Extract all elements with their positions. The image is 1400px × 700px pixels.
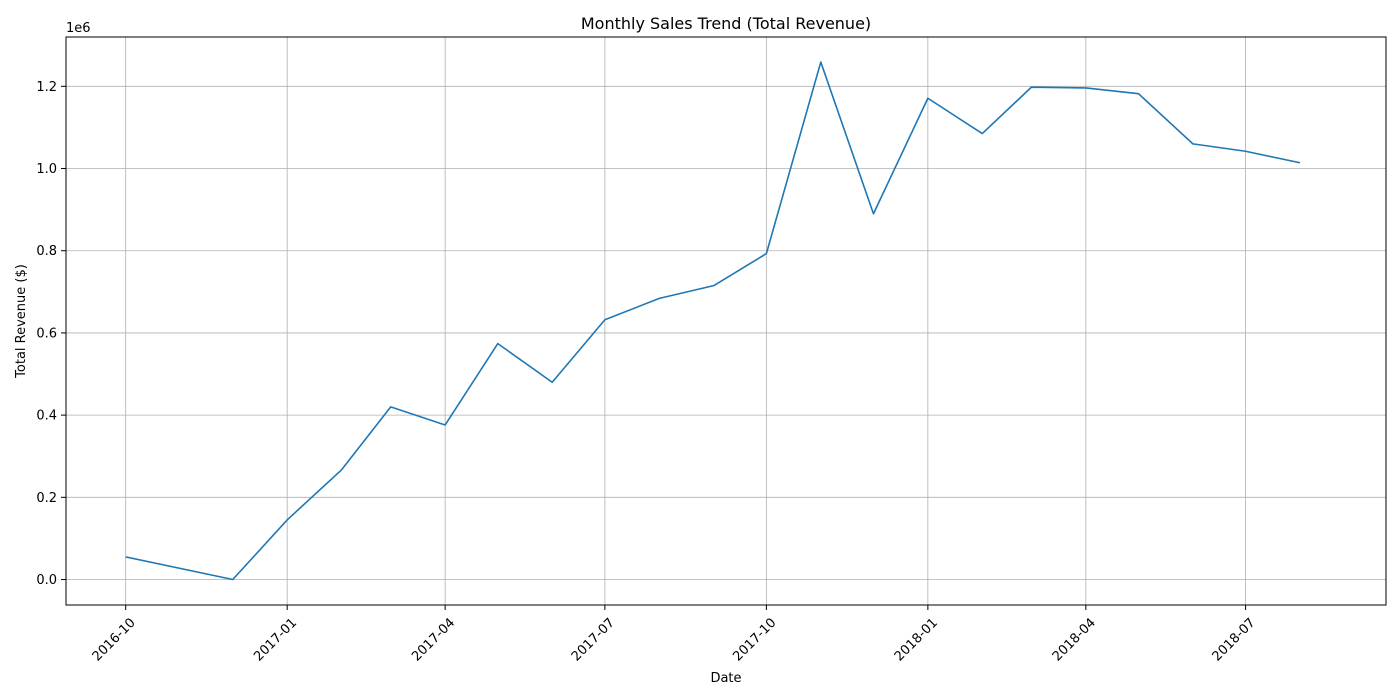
y-axis-offset-label: 1e6 <box>66 21 91 36</box>
chart-title: Monthly Sales Trend (Total Revenue) <box>581 14 871 33</box>
series-layer <box>125 61 1301 581</box>
x-tick-label: 2018-07 <box>1210 615 1259 664</box>
x-axis-label: Date <box>710 671 741 686</box>
plot-area-frame <box>65 36 1387 606</box>
x-axis-ticks: 2016-10 2017-01 2017-04 2017-07 2017-10 2018-… <box>90 605 1259 664</box>
y-axis-label: Total Revenue ($) <box>14 264 29 379</box>
grid <box>66 37 1386 605</box>
x-tick-label: 2018-01 <box>892 615 941 664</box>
x-tick-label: 2018-04 <box>1050 615 1099 664</box>
y-tick-label: 1.0 <box>36 162 57 177</box>
y-tick-label: 0.8 <box>36 244 57 259</box>
y-tick-label: 0.2 <box>36 491 57 506</box>
y-tick-label: 1.2 <box>36 80 57 95</box>
series-line <box>125 61 1301 581</box>
y-tick-label: 0.6 <box>36 326 57 341</box>
x-tick-label: 2016-10 <box>90 615 139 664</box>
x-tick-label: 2017-07 <box>569 615 618 664</box>
x-tick-label: 2017-04 <box>409 615 458 664</box>
y-tick-label: 0.4 <box>36 409 57 424</box>
y-axis-ticks: 0.0 0.2 0.4 0.6 0.8 1.0 1.2 <box>36 80 66 588</box>
x-tick-label: 2017-01 <box>251 615 300 664</box>
y-tick-label: 0.0 <box>36 573 57 588</box>
x-tick-label: 2017-10 <box>730 615 779 664</box>
